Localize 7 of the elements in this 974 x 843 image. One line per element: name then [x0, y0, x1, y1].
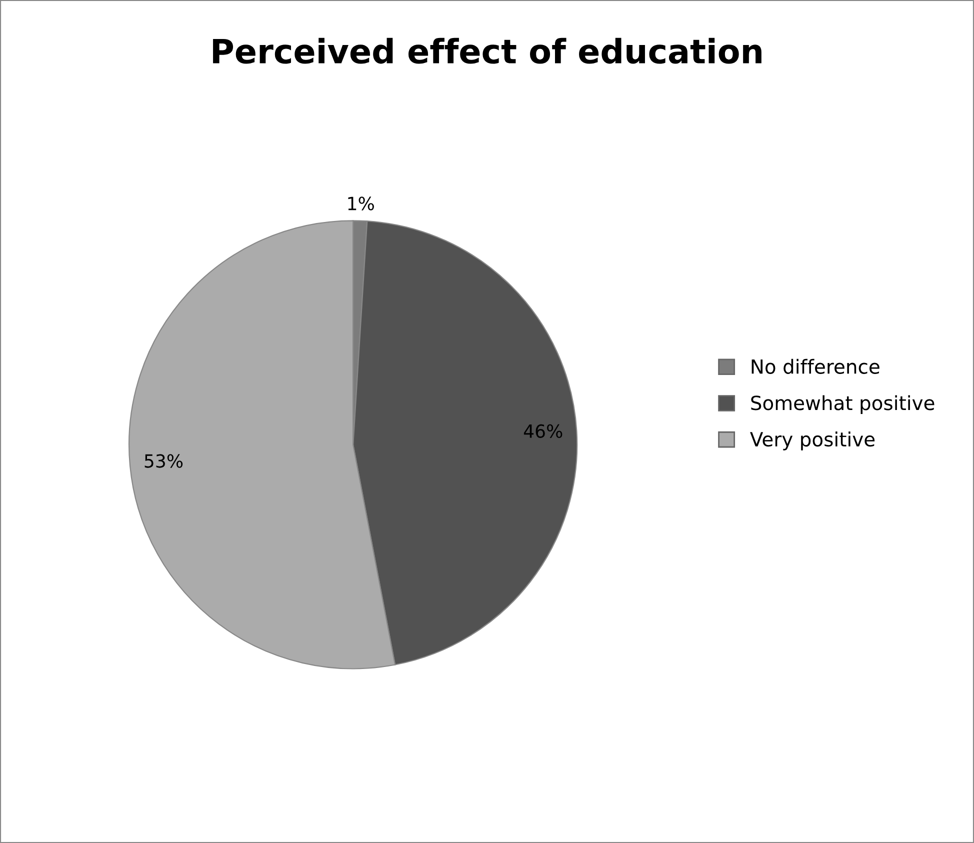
- legend-label: Very positive: [750, 432, 875, 450]
- legend-label: No difference: [752, 358, 880, 374]
- data-label: 1%: [348, 196, 374, 210]
- data-label: 46%: [524, 424, 562, 438]
- legend-label: Somewhat positive: [751, 395, 934, 414]
- chart-title: Perceived effect of education: [213, 38, 762, 64]
- data-label: 53%: [144, 454, 183, 468]
